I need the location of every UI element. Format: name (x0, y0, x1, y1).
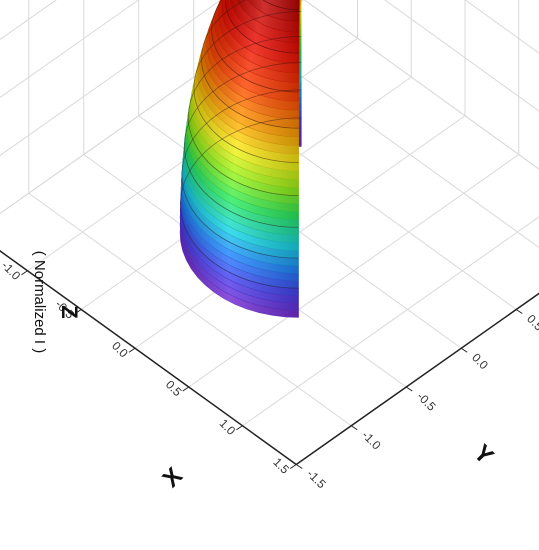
contour-line (224, 0, 300, 54)
contour-line (187, 36, 302, 196)
y-tick-label: -0.5 (414, 389, 439, 414)
grid-line-right-wall (303, 0, 539, 170)
grid-line-left-wall (0, 0, 140, 99)
grid-line-left-wall (0, 0, 57, 41)
grid-line-floor (28, 192, 352, 427)
surface (179, 0, 302, 318)
y-tick-label: -1.5 (304, 467, 329, 492)
grid-line-right-wall (384, 0, 539, 112)
surface-band (262, 0, 300, 11)
y-axis-title: Y (468, 439, 498, 469)
grid-line-right-wall (464, 0, 539, 54)
x-tick-label: 1.5 (270, 455, 292, 477)
x-tick-label: 0.5 (163, 377, 185, 399)
x-tick-mark (182, 386, 190, 392)
z-axis-title: Z (57, 305, 82, 318)
y-tick-mark (460, 347, 468, 353)
grid-line-floor (295, 292, 539, 465)
x-tick-mark (236, 425, 243, 431)
grid-line-right-wall (304, 0, 539, 58)
y-tick-mark (350, 425, 358, 431)
z-axis-subtitle: ( Normalized I ) (31, 251, 48, 354)
x-tick-label: 1.0 (217, 416, 239, 438)
axis-lines (0, 249, 539, 469)
x-tick-mark (74, 309, 82, 314)
y-tick-label: -1.0 (359, 428, 384, 453)
x-tick-mark (289, 464, 297, 469)
x-tick-mark (21, 270, 28, 276)
contour-line (179, 117, 302, 289)
contour-line (183, 62, 302, 228)
x-tick-label: -1.0 (0, 258, 24, 283)
surface-band (247, 0, 300, 22)
y-tick-mark (405, 386, 413, 392)
contour-line (200, 0, 299, 129)
x-tick-label: 0.0 (109, 339, 131, 361)
grid-line-floor (303, 0, 539, 170)
contour-line (262, 0, 300, 11)
y-tick-label: 0.5 (524, 312, 539, 334)
grid-line-floor (248, 37, 539, 249)
grid-line-left-wall (0, 0, 222, 157)
x-axis-title: X (157, 462, 187, 492)
contour-line (211, 0, 300, 93)
y-tick-mark (295, 464, 303, 469)
y-axis-line (295, 292, 539, 466)
y-tick-label: 0.0 (469, 350, 491, 372)
x-tick-mark (128, 347, 136, 353)
y-tick-mark (515, 309, 523, 314)
contour-line (181, 89, 302, 259)
contour-line (193, 11, 302, 163)
